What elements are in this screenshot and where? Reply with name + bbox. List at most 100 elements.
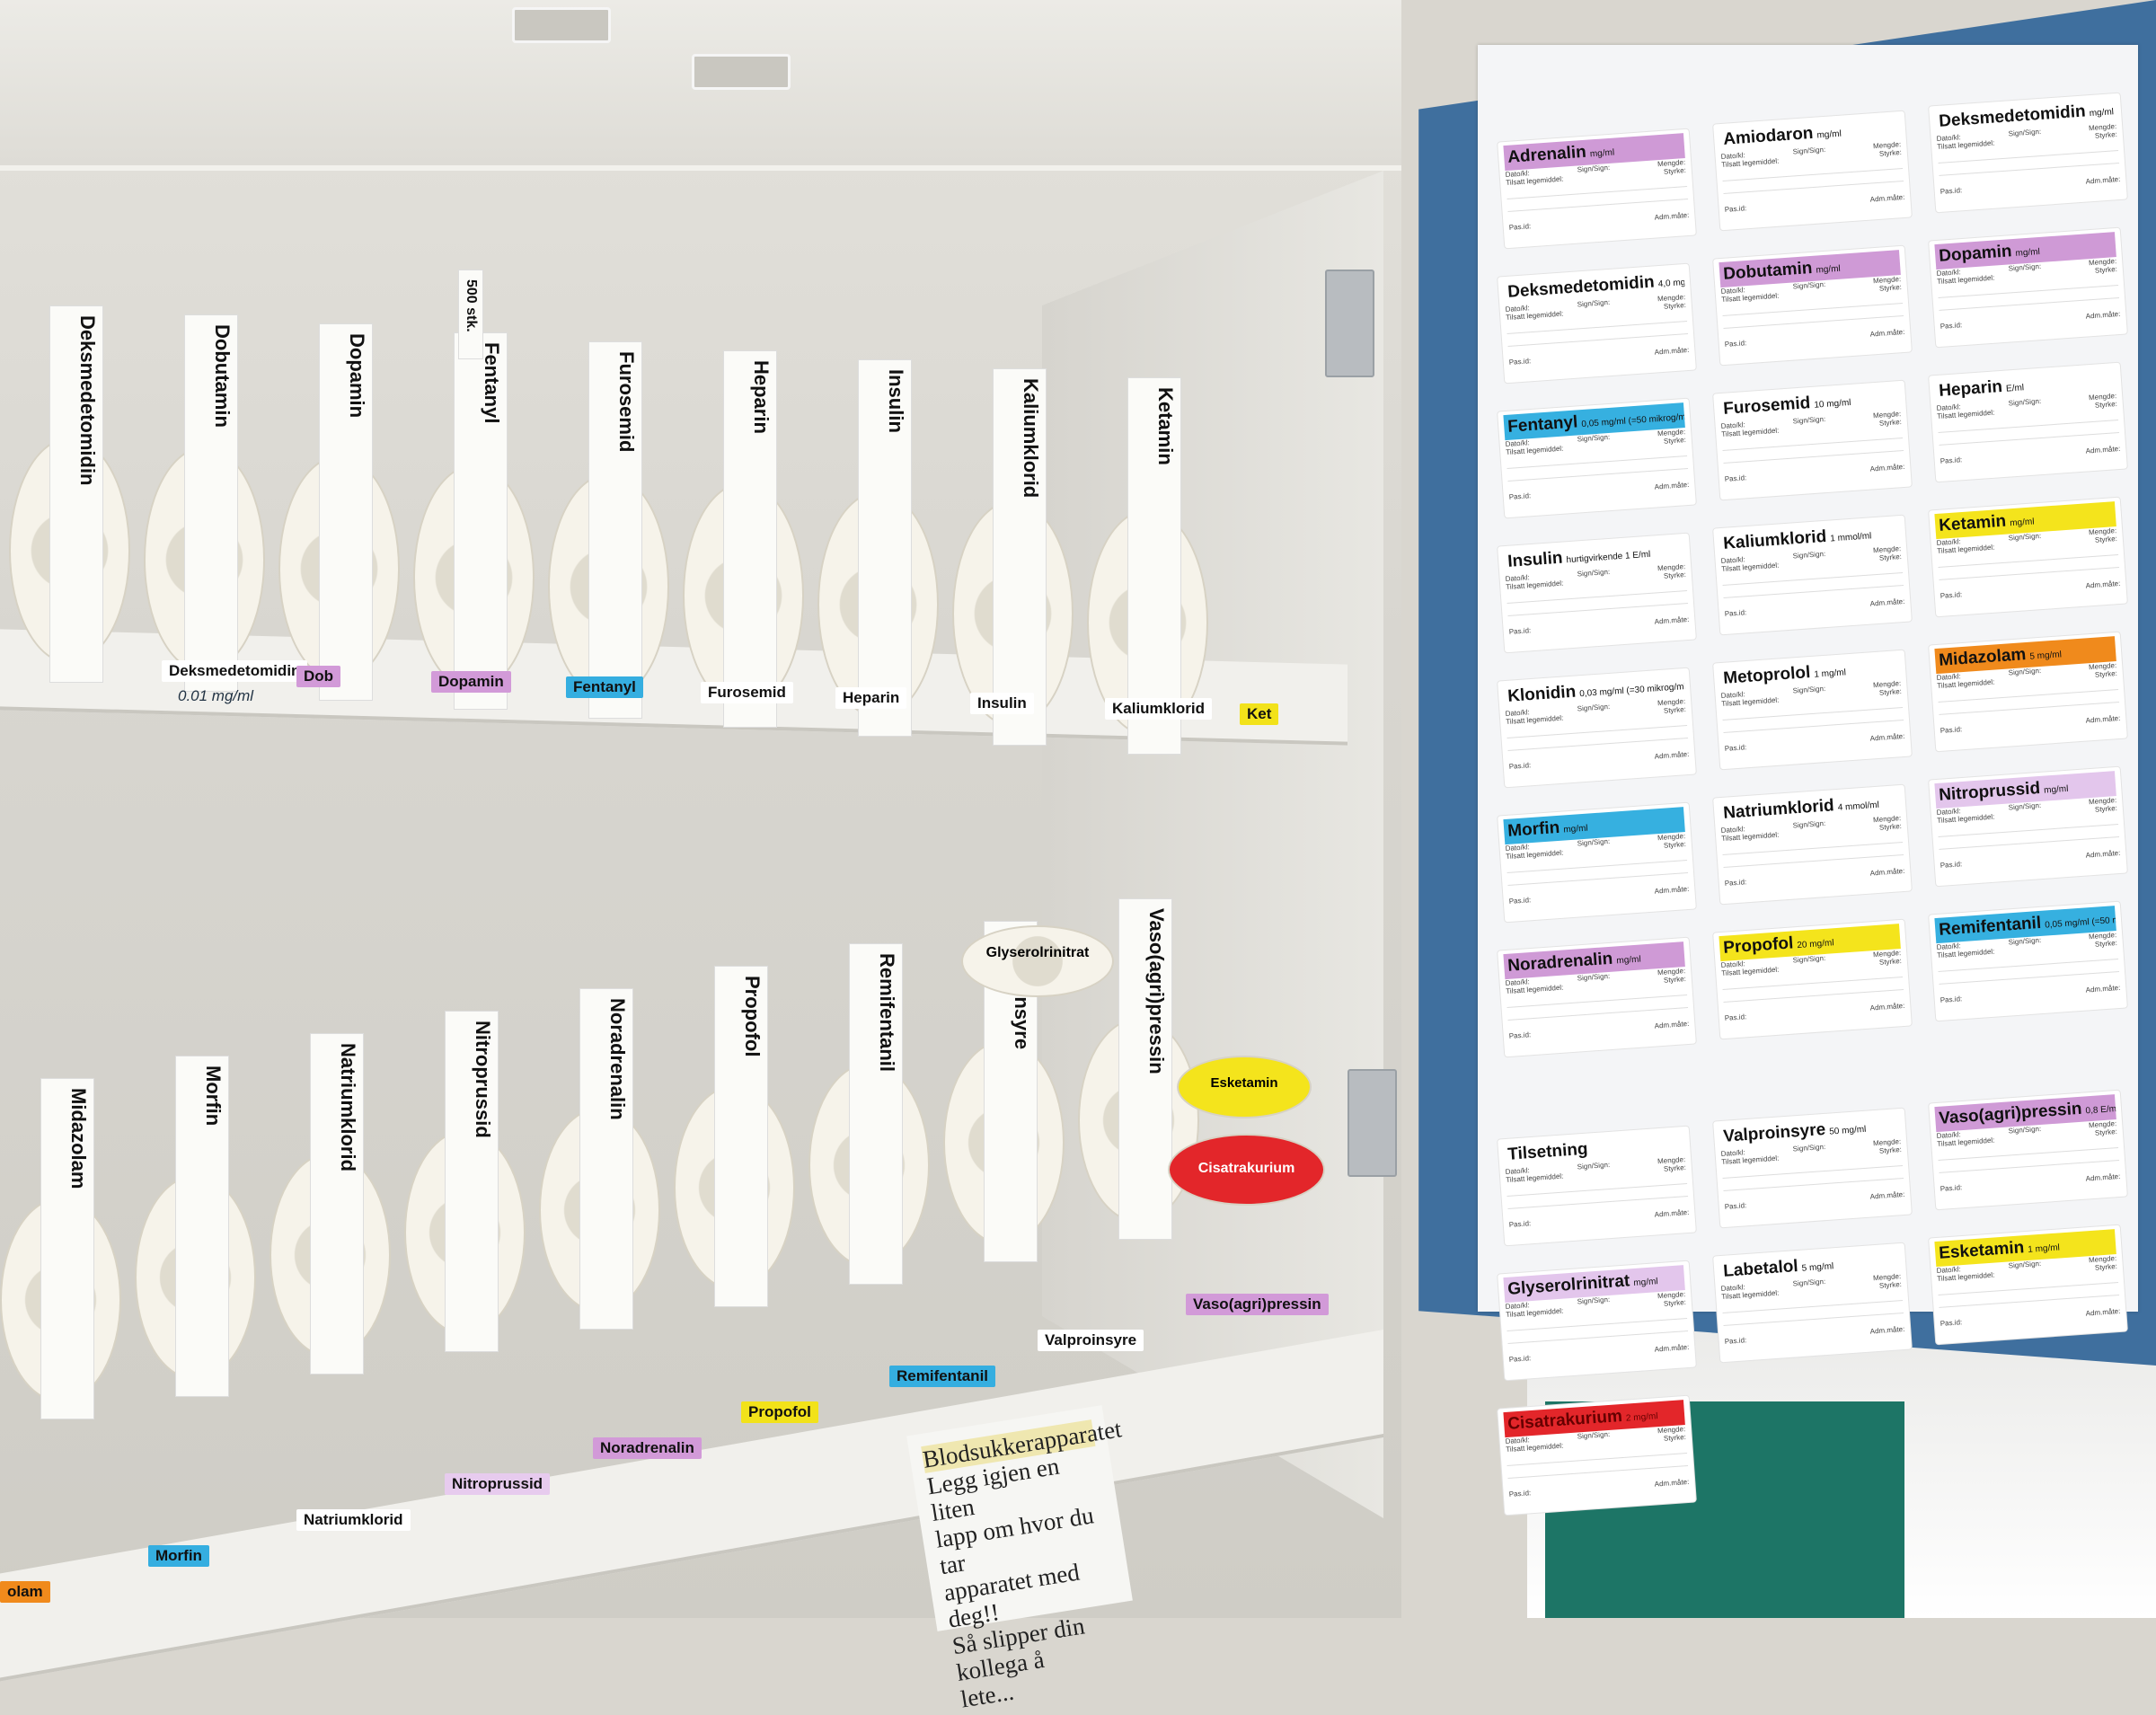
field-strength: Styrke:	[2094, 265, 2118, 275]
cisatrakurium-roll: Cisatrakurium	[1168, 1134, 1325, 1206]
drug-label: Insulin hurtigvirkende 1 E/ml Dato/kl: Sign…	[1497, 532, 1697, 654]
label-line	[1939, 431, 2120, 446]
field-admin: Adm.måte:	[1654, 345, 1690, 357]
field-admin: Adm.måte:	[1869, 1189, 1905, 1201]
field-patient: Pas.id:	[1940, 186, 1963, 196]
field-admin: Adm.måte:	[1869, 1324, 1905, 1336]
label-strip: Dobutamin	[184, 314, 238, 692]
shelf-label: Furosemid	[701, 682, 793, 703]
light-fixture	[692, 54, 791, 90]
label-line	[1507, 1452, 1688, 1466]
field-patient: Pas.id:	[1724, 1201, 1747, 1211]
field-patient: Pas.id:	[1508, 1489, 1532, 1498]
drug-concentration: mg/ml	[1816, 263, 1842, 276]
drug-name-text: Insulin	[1507, 548, 1564, 571]
label-line	[1722, 302, 1904, 316]
label-strip: Deksmedetomidin	[49, 305, 103, 683]
label-line	[1722, 1299, 1904, 1313]
label-line	[1938, 553, 2119, 568]
medicine-cabinet: Deksmedetomidin Dobutamin Dopamin Fentanyl F…	[0, 0, 1401, 1713]
label-strip: Kaliumklorid	[993, 368, 1047, 746]
label-line	[1939, 970, 2120, 985]
drug-label: Noradrenalin mg/ml Dato/kl: Sign/Sign: Mengd…	[1497, 936, 1697, 1058]
label-line	[1723, 449, 1904, 464]
field-strength: Styrke:	[1878, 687, 1903, 697]
drug-name-text: Klonidin	[1507, 682, 1577, 706]
field-admin: Adm.måte:	[2085, 444, 2121, 455]
field-patient: Pas.id:	[1724, 608, 1747, 618]
label-fields: Pas.id: Adm.måte:	[1940, 310, 2120, 331]
field-strength: Styrke:	[1878, 957, 1903, 967]
drug-label: Amiodaron mg/ml Dato/kl: Sign/Sign: Mengde: T…	[1712, 110, 1913, 232]
label-line	[1723, 988, 1904, 1003]
label-strip: Midazolam	[40, 1078, 94, 1419]
glyserol-roll: Glyserolrinitrat	[961, 925, 1114, 997]
label-line	[1507, 1464, 1689, 1479]
field-admin: Adm.måte:	[2085, 713, 2121, 725]
field-admin: Adm.måte:	[2085, 579, 2121, 590]
label-fields: Pas.id: Adm.måte:	[1508, 1343, 1689, 1364]
drug-name-text: Valproinsyre	[1722, 1119, 1826, 1146]
field-admin: Adm.måte:	[1654, 1477, 1690, 1489]
shelf-label: Deksmedetomidin	[162, 660, 308, 682]
shelf-label: Ket	[1240, 703, 1279, 725]
light-fixture	[512, 7, 611, 43]
label-strip: Vaso(agri)pressin	[1118, 898, 1172, 1240]
field-admin: Adm.måte:	[1869, 1001, 1905, 1012]
drug-label: Tilsetning Dato/kl: Sign/Sign: Mengde: Tilsa…	[1497, 1125, 1697, 1247]
drug-concentration: 20 mg/ml	[1797, 938, 1834, 951]
field-admin: Adm.måte:	[1869, 597, 1905, 608]
drug-label: Heparin E/ml Dato/kl: Sign/Sign: Mengde: Tils…	[1928, 361, 2128, 483]
label-line	[1722, 841, 1904, 855]
label-line	[1939, 1159, 2120, 1173]
drug-concentration: mg/ml	[1616, 954, 1642, 967]
label-line	[1507, 455, 1688, 469]
field-patient: Pas.id:	[1508, 761, 1532, 771]
label-strip: Ketamin	[1127, 377, 1181, 755]
field-patient: Pas.id:	[1940, 1318, 1963, 1328]
label-fields: Pas.id: Adm.måte:	[1940, 1172, 2120, 1193]
label-line	[1723, 1312, 1904, 1326]
field-admin: Adm.måte:	[1869, 327, 1905, 339]
label-fields: Pas.id: Adm.måte:	[1724, 193, 1904, 214]
drug-label: Esketamin 1 mg/ml Dato/kl: Sign/Sign: Mengde…	[1928, 1224, 2128, 1346]
field-admin: Adm.måte:	[1654, 1207, 1690, 1219]
label-line	[1938, 688, 2119, 703]
label-fields: Pas.id: Adm.måte:	[1508, 885, 1689, 906]
field-strength: Styrke:	[2094, 669, 2118, 679]
field-patient: Pas.id:	[1724, 339, 1747, 349]
shelf-label: Natriumklorid	[296, 1509, 411, 1531]
field-admin: Adm.måte:	[2085, 309, 2121, 321]
handwritten-note: 0.01 mg/ml	[178, 687, 254, 704]
field-patient: Pas.id:	[1724, 1336, 1747, 1346]
shelf-label: Vaso(agri)pressin	[1186, 1294, 1329, 1315]
drug-label: Ketamin mg/ml Dato/kl: Sign/Sign: Mengde: Til…	[1928, 496, 2128, 618]
shelf-label: olam	[0, 1581, 50, 1603]
field-strength: Styrke:	[1663, 1163, 1687, 1173]
label-strip: Insulin	[858, 359, 912, 737]
field-admin: Adm.måte:	[1654, 884, 1690, 896]
label-line	[1507, 724, 1688, 738]
label-line	[1507, 1195, 1689, 1209]
field-strength: Styrke:	[1878, 283, 1903, 293]
drug-label: Midazolam 5 mg/ml Dato/kl: Sign/Sign: Mengde…	[1928, 631, 2128, 753]
label-line	[1722, 437, 1904, 451]
field-admin: Adm.måte:	[1869, 866, 1905, 878]
shelf-label: Noradrenalin	[593, 1437, 702, 1459]
label-line	[1938, 958, 2119, 972]
drug-concentration: 4,0 mg/ml	[1657, 277, 1685, 290]
label-fields: Pas.id: Adm.måte:	[1508, 615, 1689, 636]
label-line	[1722, 571, 1904, 586]
esketamin-roll: Esketamin	[1177, 1056, 1312, 1118]
field-strength: Styrke:	[2094, 400, 2118, 410]
field-admin: Adm.måte:	[2085, 848, 2121, 860]
field-admin: Adm.måte:	[1654, 614, 1690, 626]
label-line	[1938, 1146, 2119, 1161]
label-fields: Pas.id: Adm.måte:	[1724, 1002, 1904, 1022]
field-patient: Pas.id:	[1940, 590, 1963, 600]
drug-concentration: 5 mg/ml	[2029, 650, 2063, 662]
roll-label: Esketamin	[1210, 1075, 1278, 1091]
label-line	[1723, 719, 1904, 733]
drug-name-text: Amiodaron	[1722, 123, 1815, 149]
